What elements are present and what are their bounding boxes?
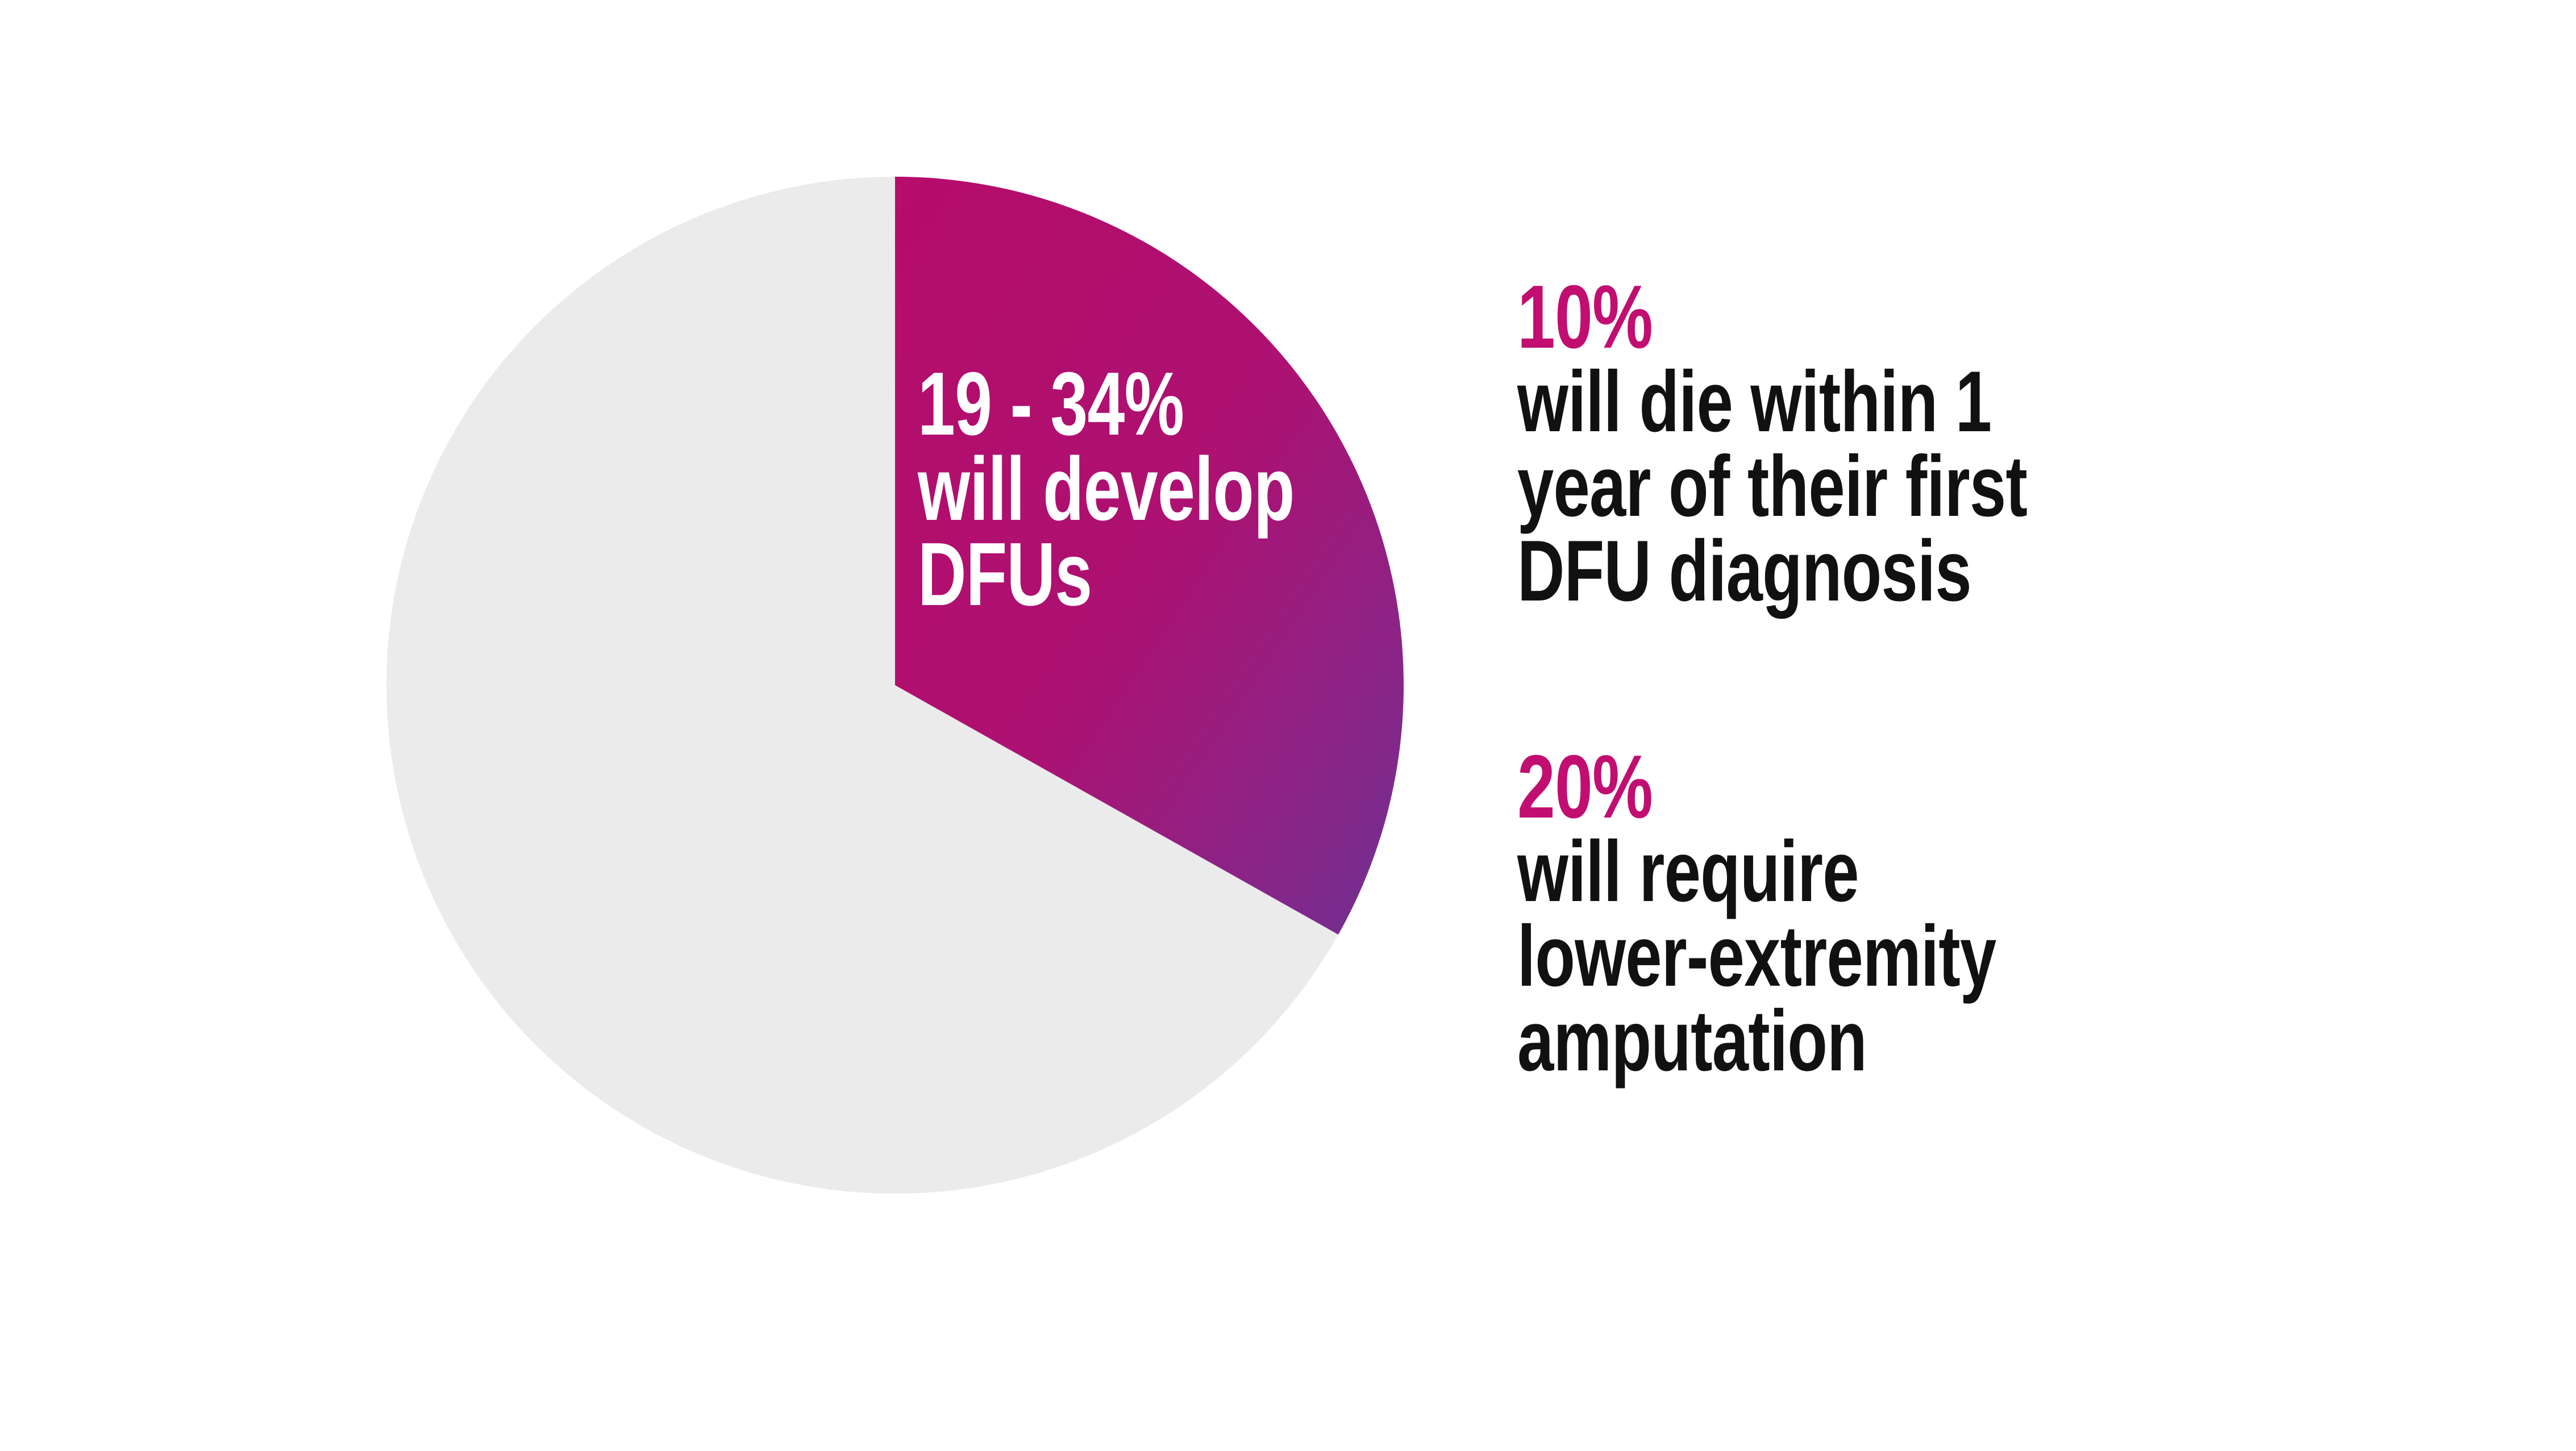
stat-block-mortality: 10% will die within 1 year of their firs… [1517,267,2028,619]
pie-slice-label: 19 - 34% will develop DFUs [918,354,1295,624]
stat-line: will die within 1 [1517,353,1992,450]
stat-value-amputation: 20% [1517,737,1653,837]
stat-value-mortality: 10% [1517,267,1653,367]
pie-slice-label-line3: DFUs [918,524,1092,624]
stat-block-amputation: 20% will require lower-extremity amputat… [1517,737,1996,1089]
pie-highlight-slice [895,177,1404,935]
pie-slice-label-line2: will develop [918,439,1295,539]
stat-line: will require [1517,823,1859,920]
stat-line: lower-extremity [1517,908,1996,1004]
pie-slice-label-line1: 19 - 34% [918,354,1184,454]
stat-line: amputation [1517,993,1867,1089]
pie-chart [386,177,1404,1194]
stat-line: DFU diagnosis [1517,523,1972,619]
stat-line: year of their first [1517,438,2028,535]
